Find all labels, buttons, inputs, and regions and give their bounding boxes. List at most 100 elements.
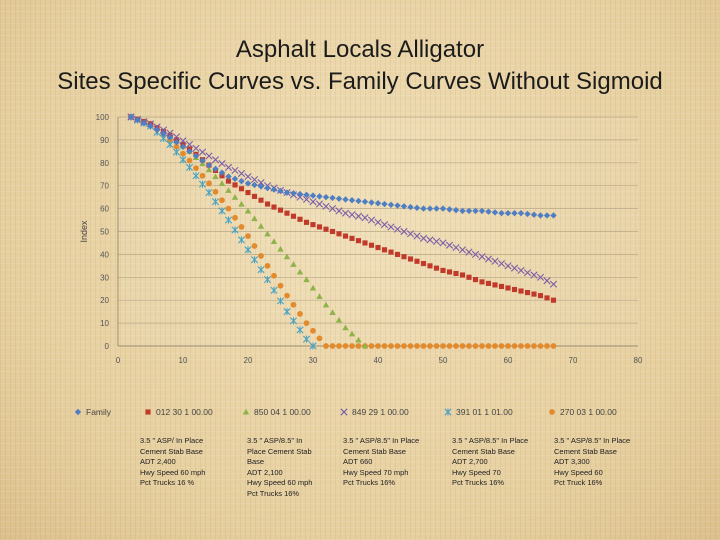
series-5-point <box>511 343 518 349</box>
series-3-point <box>432 237 441 246</box>
series-5-point <box>544 343 550 349</box>
series-4-point <box>270 286 278 294</box>
series-5-point <box>394 343 401 349</box>
legend-label-3: 849 29 1 00.00 <box>352 407 409 417</box>
series-1-point <box>518 288 524 294</box>
series-5-point <box>401 343 407 349</box>
legend-marker-0 <box>74 408 82 416</box>
x-tick-label: 50 <box>439 356 448 365</box>
series-3-point <box>224 163 233 171</box>
site-note-4: 3.5 " ASP/8.5" In Place Cement Stab Base… <box>452 436 529 487</box>
series-2-point <box>355 336 362 343</box>
series-2-point <box>322 301 330 308</box>
series-0-point <box>140 119 148 127</box>
series-0 <box>127 113 557 219</box>
series-1-point <box>407 256 414 262</box>
series-1-point <box>420 261 427 267</box>
series-4-point <box>302 335 311 343</box>
series-0-point <box>192 152 200 160</box>
series-3-point <box>302 195 311 204</box>
series-2-point <box>316 293 323 299</box>
series-1-point <box>466 274 472 280</box>
series-3-point <box>380 221 389 229</box>
series-1-point <box>264 201 271 207</box>
series-1-point <box>225 178 232 184</box>
series-2-point <box>212 173 219 180</box>
series-3-point <box>185 140 194 149</box>
series-1-point <box>401 254 407 260</box>
series-1-point <box>290 213 297 219</box>
series-0-point <box>420 205 427 212</box>
series-2-point <box>290 261 297 267</box>
series-4-point <box>237 236 246 244</box>
series-2-point <box>238 200 245 207</box>
series-0-point <box>511 209 518 217</box>
series-1-point <box>362 240 368 246</box>
series-0-point <box>147 122 154 130</box>
series-0-point <box>491 209 499 216</box>
series-0-point <box>413 204 421 212</box>
series-3-point <box>517 266 525 275</box>
series-3-point <box>179 137 187 145</box>
series-2-point <box>277 245 284 252</box>
series-0-point <box>290 190 297 197</box>
series-0-point <box>439 205 447 212</box>
series-0-point <box>231 175 239 183</box>
site-note-3: 3.5 " ASP/8.5" In Place Cement Stab Base… <box>343 436 420 487</box>
series-0-point <box>433 205 440 212</box>
series-4-point <box>283 308 291 316</box>
legend-label-1: 012 30 1 00.00 <box>156 407 213 417</box>
series-0-point <box>381 200 388 208</box>
series-3-point <box>549 280 558 288</box>
series-5-point <box>381 343 388 349</box>
site-note-1: 3.5 " ASP/ In Place Cement Stab Base ADT… <box>140 436 206 487</box>
series-3-point <box>471 250 480 258</box>
series-1-point <box>316 224 323 230</box>
series-0-point <box>361 198 369 205</box>
series-1-point <box>394 251 401 257</box>
series-3-point <box>504 262 512 270</box>
series-2-point <box>205 166 213 173</box>
series-4-point <box>289 317 298 325</box>
series-2-point <box>218 180 226 186</box>
series-5-point <box>329 343 336 349</box>
series-5-point <box>505 343 511 349</box>
series-3-point <box>439 239 447 247</box>
legend-label-4: 391 01 1 01.00 <box>456 407 513 417</box>
series-0-point <box>394 202 401 209</box>
series-2-point <box>296 268 304 275</box>
series-5-point <box>427 343 433 349</box>
series-0-point <box>446 206 453 213</box>
series-0-point <box>322 193 330 201</box>
series-0-point <box>498 209 505 217</box>
x-tick-label: 60 <box>504 356 513 365</box>
series-0-point <box>387 201 395 208</box>
series-3-point <box>341 209 350 217</box>
series-4-point <box>257 266 265 274</box>
series-3-point <box>387 223 395 231</box>
series-4-point <box>244 246 252 254</box>
series-0-point <box>270 186 278 193</box>
series-0-point <box>524 210 531 218</box>
series-0-point <box>166 134 174 141</box>
series-3-point <box>367 216 376 224</box>
y-tick-label: 100 <box>96 113 110 122</box>
series-1-point <box>550 297 557 303</box>
series-5-point <box>290 301 297 308</box>
series-3-point <box>497 259 506 268</box>
series-2-point <box>309 284 317 291</box>
series-0-point <box>426 205 434 212</box>
y-tick-label: 60 <box>100 205 109 214</box>
series-3-point <box>491 257 499 265</box>
y-tick-label: 0 <box>105 342 110 351</box>
series-3-point <box>361 214 369 222</box>
series-1-point <box>537 293 544 299</box>
series-3-point <box>244 172 252 181</box>
series-3-point <box>465 248 473 256</box>
series-1-point <box>479 279 485 285</box>
series-5-point <box>433 343 440 349</box>
series-5-point <box>349 343 355 349</box>
series-0-point <box>205 161 213 169</box>
y-tick-label: 90 <box>100 136 109 145</box>
series-5-point <box>524 343 531 349</box>
